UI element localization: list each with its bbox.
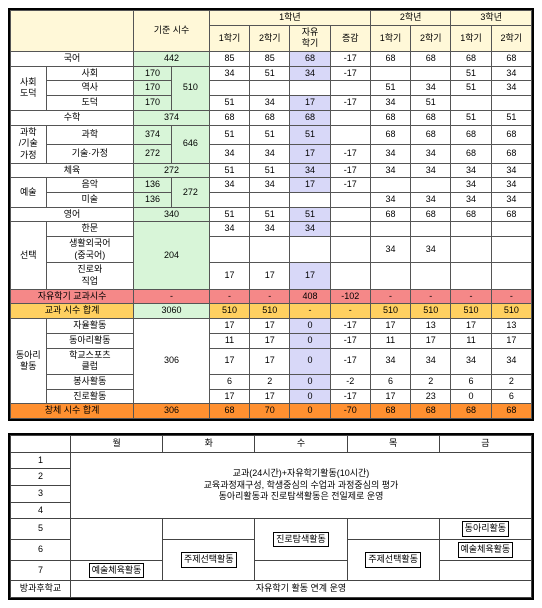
day-header: 목 [347, 435, 439, 452]
day-header: 월 [71, 435, 163, 452]
week-table: 월화수목금1교과(24시간)+자유학기활동(10시간)교육과정재구성, 학생중심… [10, 435, 532, 598]
box-club: 동아리활동 [462, 521, 509, 537]
day-header: 금 [439, 435, 531, 452]
col-grade3: 3학년 [451, 11, 532, 26]
col-grade2: 2학년 [370, 11, 451, 26]
merged-l2: 교육과정재구성, 학생중심의 수업과 과정중심의 평가 [72, 480, 530, 492]
box-jinro: 진로탐색활동 [273, 532, 329, 548]
afterschool-label: 방과후학교 [11, 581, 71, 598]
box-artpe1: 예술체육활동 [89, 563, 145, 579]
merged-l1: 교과(24시간)+자유학기활동(10시간) [72, 468, 530, 480]
box-topic1: 주제선택활동 [181, 552, 237, 568]
col-grade1: 1학년 [209, 11, 370, 26]
box-artpe2: 예술체육활동 [458, 542, 514, 558]
afterschool-text: 자유학기 활동 연계 운영 [71, 581, 532, 598]
merged-l3: 동아리활동과 진로탐색활동은 전일제로 운영 [72, 491, 530, 503]
day-header: 수 [255, 435, 347, 452]
box-topic2: 주제선택활동 [365, 552, 421, 568]
curriculum-table: 기준 시수1학년2학년3학년1학기2학기자유학기증감1학기2학기1학기2학기국어… [10, 10, 532, 419]
col-base: 기준 시수 [134, 11, 210, 52]
day-header: 화 [163, 435, 255, 452]
